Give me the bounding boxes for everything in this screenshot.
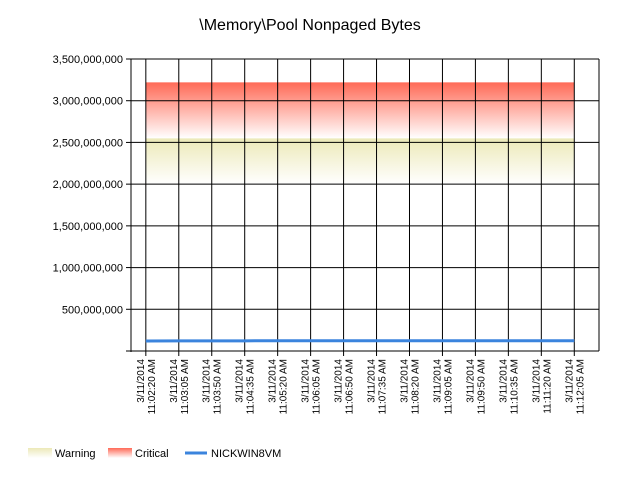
x-tick-date: 3/11/2014 xyxy=(136,359,147,403)
legend-label-critical: Critical xyxy=(135,448,169,460)
x-tick-label: 3/11/2014 11:03:05 AM xyxy=(169,359,191,415)
x-tick-time: 11:05:20 AM xyxy=(279,359,290,414)
chart-title: \Memory\Pool Nonpaged Bytes xyxy=(199,17,420,34)
x-tick-label: 3/11/2014 11:05:20 AM xyxy=(268,359,290,415)
band-warning xyxy=(145,138,575,185)
x-tick-time: 11:03:50 AM xyxy=(213,359,224,414)
x-tick-time: 11:03:05 AM xyxy=(180,359,191,414)
x-tick-time: 11:09:05 AM xyxy=(443,359,454,414)
x-tick-time: 11:06:05 AM xyxy=(312,359,323,414)
x-tick-label: 3/11/2014 11:06:05 AM xyxy=(301,359,323,415)
legend-label-warning: Warning xyxy=(55,448,96,460)
legend-label-nickwin8vm: NICKWIN8VM xyxy=(211,448,281,460)
x-tick-date: 3/11/2014 xyxy=(367,359,378,403)
x-tick-date: 3/11/2014 xyxy=(432,359,443,403)
x-tick-date: 3/11/2014 xyxy=(564,359,575,403)
legend-swatch-warning xyxy=(28,448,52,458)
x-tick-date: 3/11/2014 xyxy=(465,359,476,403)
x-tick-date: 3/11/2014 xyxy=(301,359,312,403)
axes xyxy=(126,58,600,356)
x-tick-time: 11:10:35 AM xyxy=(509,359,520,414)
x-tick-date: 3/11/2014 xyxy=(531,359,542,403)
y-tick-label: 1,500,000,000 xyxy=(53,221,123,233)
y-tick-label: 3,500,000,000 xyxy=(53,54,123,66)
x-tick-label: 3/11/2014 11:09:05 AM xyxy=(432,359,454,415)
y-tick-labels: 500,000,000 1,000,000,000 1,500,000,000 2,0… xyxy=(53,54,123,316)
x-tick-labels: 3/11/2014 11:02:20 AM 3/11/2014 11:03:05 AM… xyxy=(136,359,586,415)
x-tick-date: 3/11/2014 xyxy=(268,359,279,403)
x-tick-date: 3/11/2014 xyxy=(334,359,345,403)
y-tick-label: 3,000,000,000 xyxy=(53,96,123,108)
band-critical xyxy=(145,82,575,139)
x-tick-time: 11:06:50 AM xyxy=(345,359,356,414)
y-tick-label: 2,000,000,000 xyxy=(53,179,123,191)
x-tick-date: 3/11/2014 xyxy=(399,359,410,403)
x-tick-time: 11:04:35 AM xyxy=(246,359,257,414)
x-tick-date: 3/11/2014 xyxy=(169,359,180,403)
grid xyxy=(131,58,599,351)
x-tick-label: 3/11/2014 11:03:50 AM xyxy=(202,359,224,415)
x-tick-label: 3/11/2014 11:12:05 AM xyxy=(564,359,586,415)
x-tick-date: 3/11/2014 xyxy=(202,359,213,403)
x-tick-label: 3/11/2014 11:11:20 AM xyxy=(531,359,553,414)
y-tick-label: 500,000,000 xyxy=(62,304,123,316)
x-tick-time: 11:11:20 AM xyxy=(542,359,553,414)
x-tick-date: 3/11/2014 xyxy=(498,359,509,403)
x-tick-label: 3/11/2014 11:10:35 AM xyxy=(498,359,520,415)
threshold-bands xyxy=(145,82,575,185)
x-tick-label: 3/11/2014 11:02:20 AM xyxy=(136,359,158,415)
y-tick-label: 1,000,000,000 xyxy=(53,263,123,275)
x-tick-time: 11:08:20 AM xyxy=(410,359,421,414)
legend: Warning Critical NICKWIN8VM xyxy=(28,448,281,460)
x-tick-label: 3/11/2014 11:09:50 AM xyxy=(465,359,487,415)
x-tick-time: 11:02:20 AM xyxy=(147,359,158,414)
x-tick-label: 3/11/2014 11:06:50 AM xyxy=(334,359,356,415)
x-tick-time: 11:12:05 AM xyxy=(575,359,586,414)
x-tick-time: 11:09:50 AM xyxy=(476,359,487,414)
x-tick-label: 3/11/2014 11:07:35 AM xyxy=(367,359,389,415)
y-tick-label: 2,500,000,000 xyxy=(53,137,123,149)
x-tick-date: 3/11/2014 xyxy=(235,359,246,403)
x-tick-label: 3/11/2014 11:08:20 AM xyxy=(399,359,421,415)
x-tick-time: 11:07:35 AM xyxy=(378,359,389,414)
x-tick-label: 3/11/2014 11:04:35 AM xyxy=(235,359,257,415)
legend-swatch-critical xyxy=(108,448,132,458)
